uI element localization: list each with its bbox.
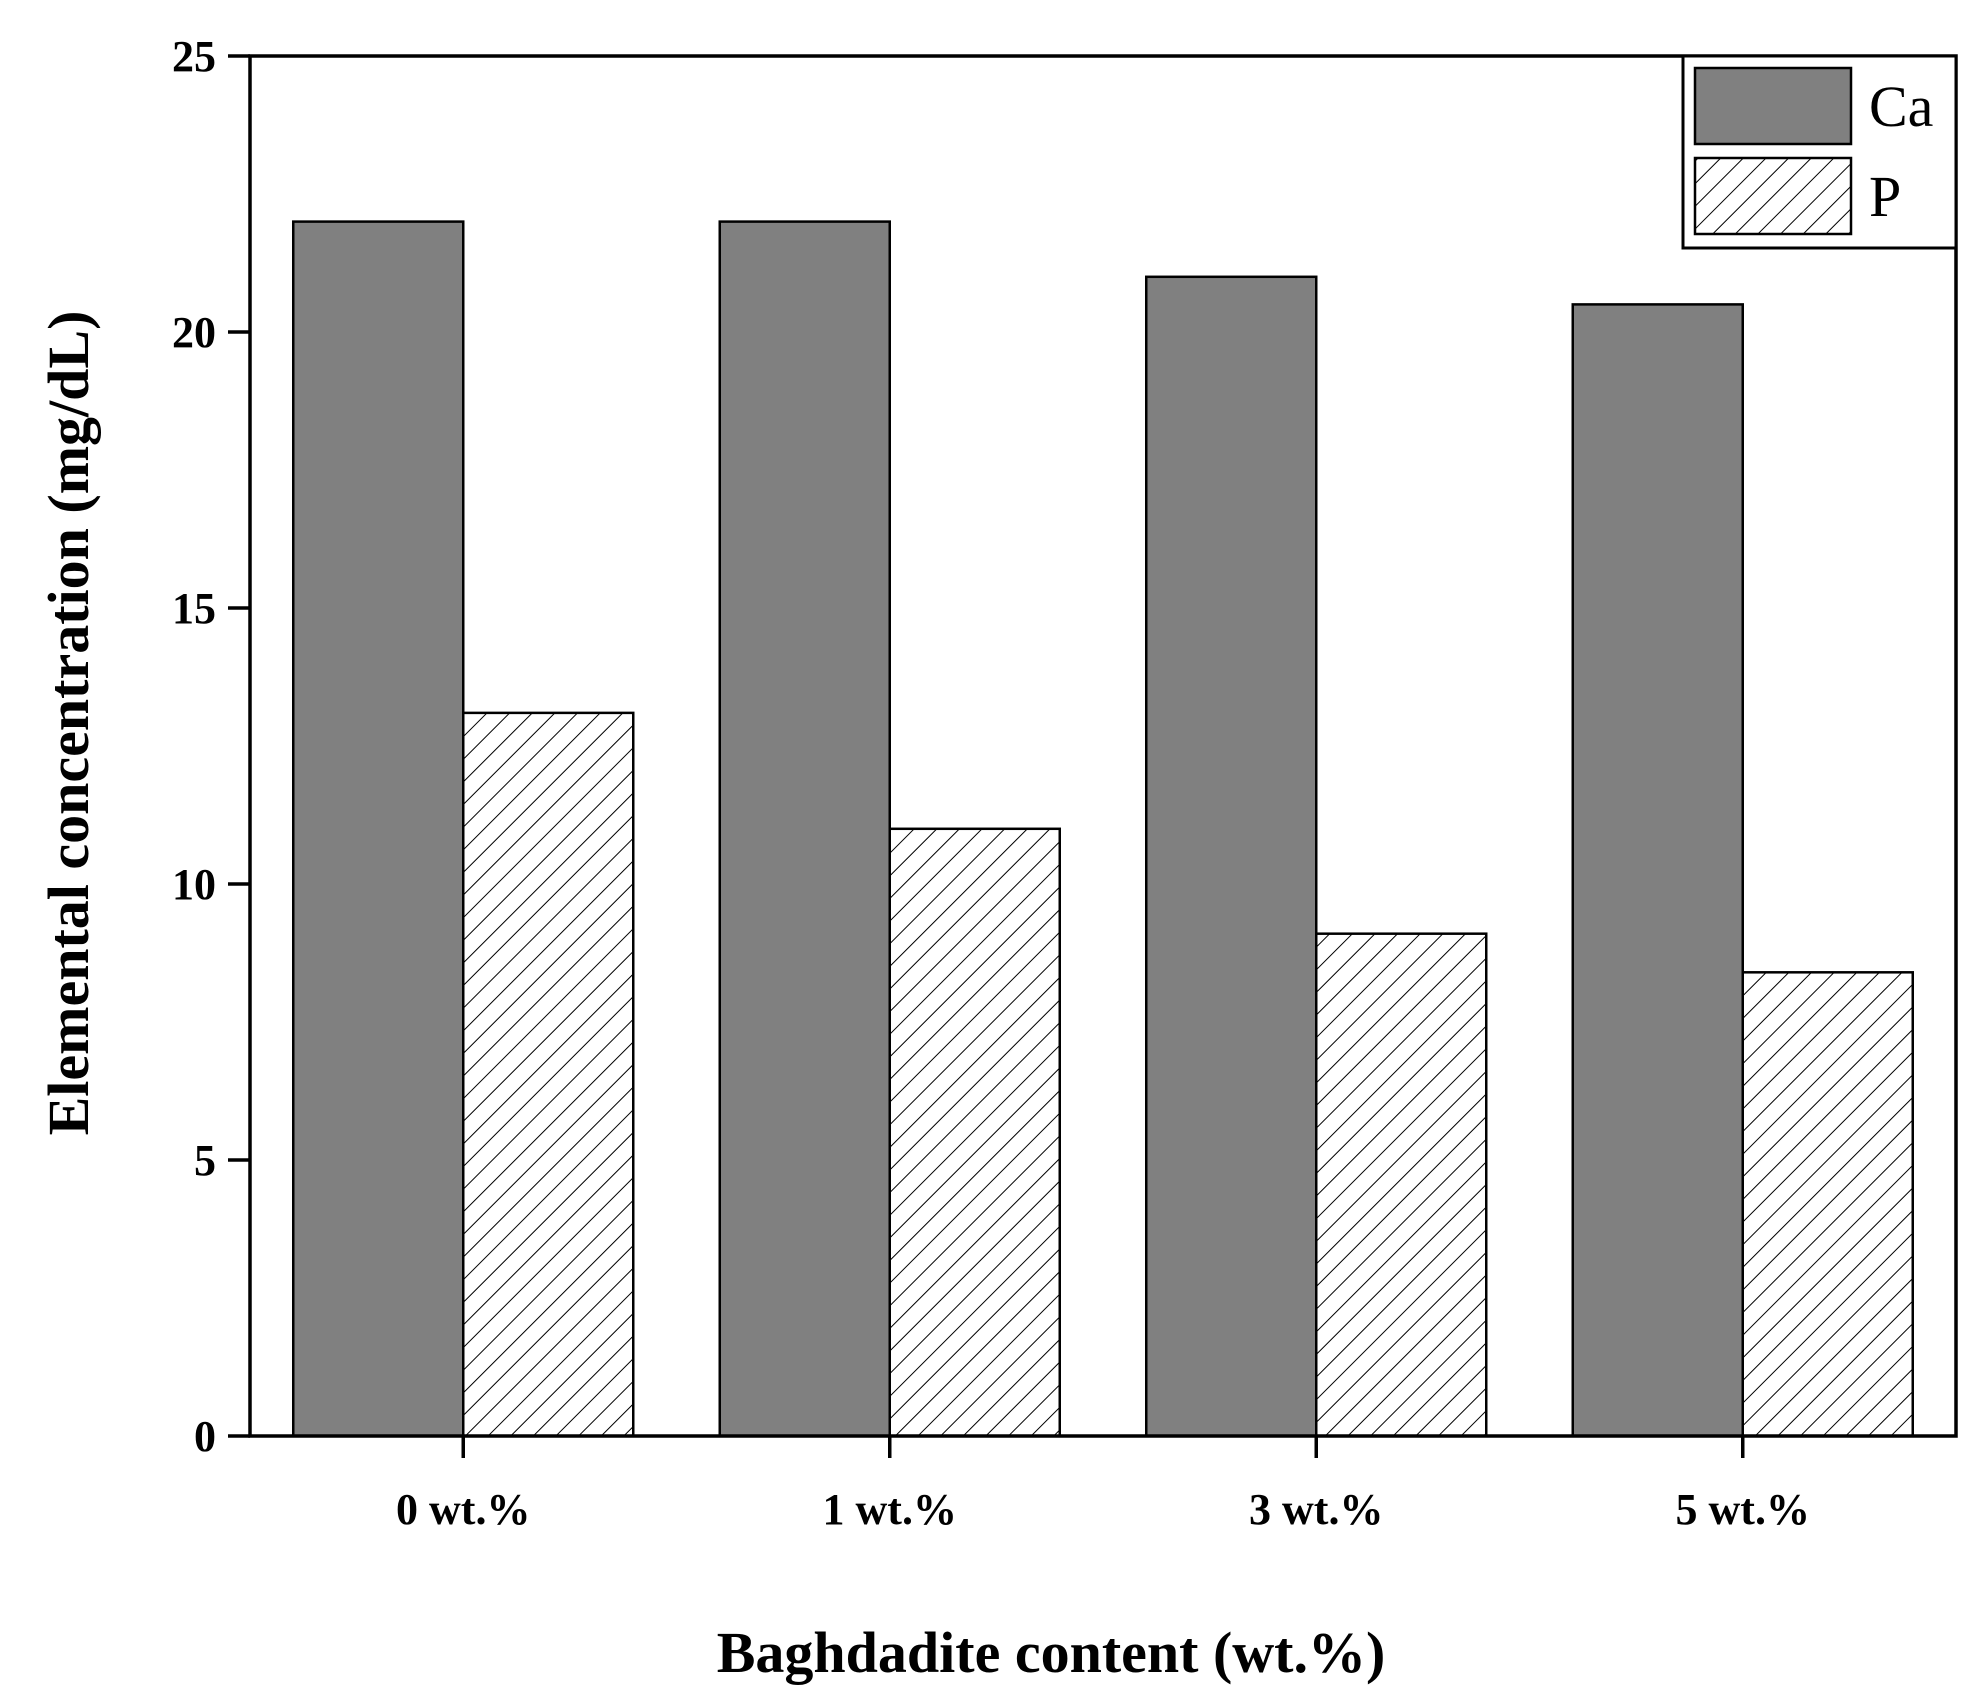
y-tick-label-5: 25 xyxy=(172,32,216,81)
x-tick-label-0: 0 wt.% xyxy=(396,1485,530,1534)
bar-p-1 xyxy=(888,827,1061,1438)
bar-ca-2 xyxy=(1145,275,1318,1438)
bars-group xyxy=(292,220,1914,1438)
y-tick-label-1: 5 xyxy=(194,1136,216,1185)
legend-swatch-p xyxy=(1693,156,1853,236)
bar-p-3 xyxy=(1741,971,1914,1438)
y-tick-label-4: 20 xyxy=(172,308,216,357)
legend: Ca P xyxy=(1681,54,1958,250)
axes-group: 0 5 10 15 20 25 0 wt.% 1 wt.% 3 wt.% 5 wt.% xyxy=(172,32,1958,1534)
legend-label-p: P xyxy=(1869,164,1901,229)
plot-frame xyxy=(248,54,1958,1438)
y-tick-label-3: 15 xyxy=(172,584,216,633)
x-tick-label-1: 1 wt.% xyxy=(823,1485,957,1534)
x-tick-label-3: 5 wt.% xyxy=(1676,1485,1810,1534)
x-tick-label-2: 3 wt.% xyxy=(1249,1485,1383,1534)
y-axis-title: Elemental concentration (mg/dL) xyxy=(36,311,101,1136)
y-tick-label-2: 10 xyxy=(172,860,216,909)
bar-p-0 xyxy=(462,711,635,1438)
x-axis-title: Baghdadite content (wt.%) xyxy=(717,1620,1386,1685)
bar-ca-1 xyxy=(718,220,891,1438)
legend-swatch-ca xyxy=(1693,66,1853,146)
bar-ca-0 xyxy=(292,220,465,1438)
legend-label-ca: Ca xyxy=(1869,74,1933,139)
y-tick-label-0: 0 xyxy=(194,1412,216,1461)
bar-ca-3 xyxy=(1571,303,1744,1438)
bar-p-2 xyxy=(1315,932,1488,1438)
